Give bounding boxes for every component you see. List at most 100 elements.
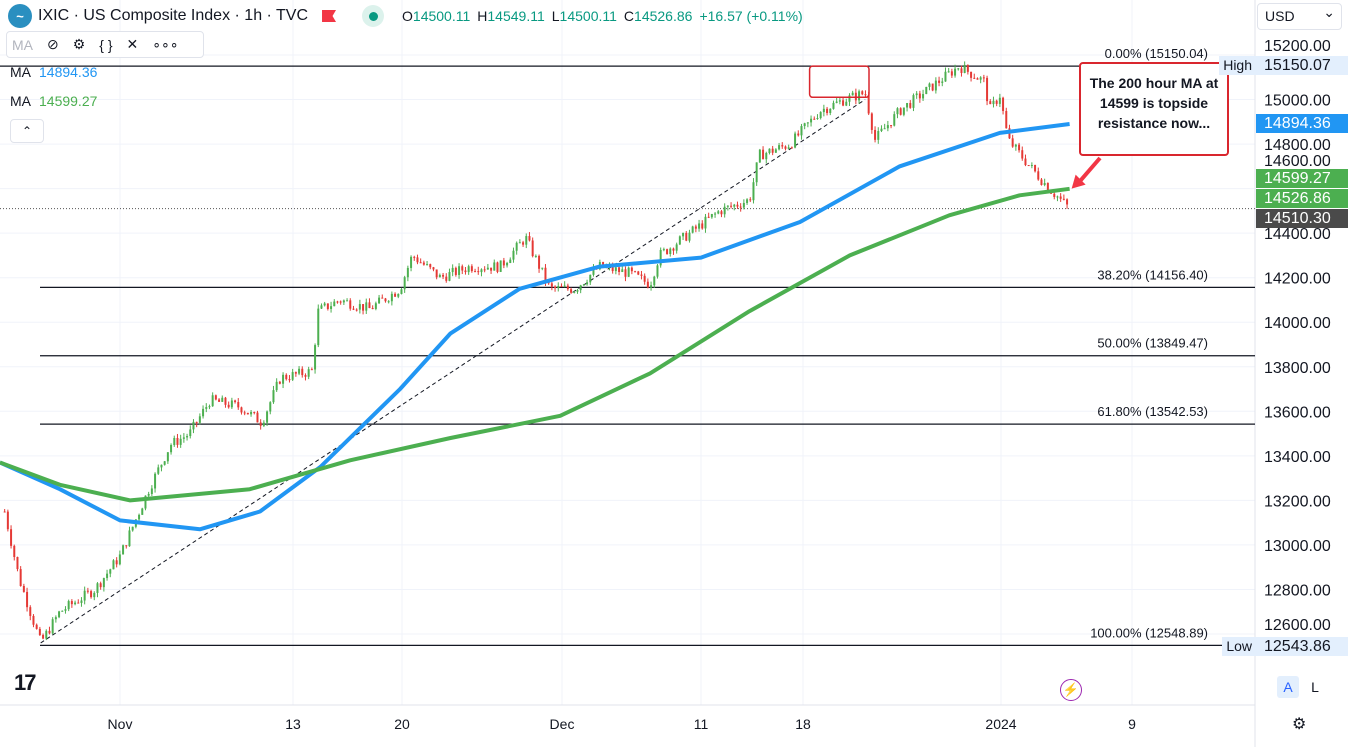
candle-body — [342, 300, 345, 303]
candle-body — [278, 381, 281, 384]
candle-body — [915, 93, 918, 96]
candle-body — [294, 372, 297, 374]
candle-body — [432, 267, 435, 270]
candle-body — [643, 275, 646, 282]
candle-body — [42, 634, 45, 639]
candle-body — [240, 407, 243, 413]
candle-body — [314, 345, 317, 370]
time-tick-label: 18 — [795, 716, 811, 732]
candle-body — [803, 123, 806, 127]
candle-body — [502, 260, 505, 266]
candle-body — [957, 68, 960, 70]
candle-body — [352, 308, 355, 310]
candle-body — [509, 259, 512, 263]
market-status-icon — [362, 5, 385, 27]
candle-body — [64, 609, 67, 611]
candle-body — [13, 545, 16, 557]
candle-body — [1002, 97, 1005, 112]
candle-body — [944, 71, 947, 82]
candle-body — [816, 118, 819, 120]
price-tick-label: 14800.00 — [1264, 137, 1331, 154]
candle-body — [16, 556, 19, 570]
candle-body — [906, 103, 909, 108]
candle-body — [1043, 183, 1046, 185]
candle-body — [355, 309, 358, 311]
symbol-title[interactable]: IXIC · US Composite Index · 1h · TVC — [38, 7, 309, 24]
candle-body — [557, 286, 560, 289]
candle-body — [621, 269, 624, 273]
candle-body — [394, 293, 397, 297]
lightning-icon[interactable]: ⚡ — [1060, 679, 1082, 701]
candle-body — [80, 600, 83, 603]
gear-icon[interactable]: ⚙ — [72, 36, 86, 52]
candle-body — [54, 617, 57, 620]
candle-body — [1018, 144, 1021, 151]
candle-body — [634, 271, 637, 273]
candle-body — [70, 601, 73, 605]
arrow-shaft — [1078, 156, 1102, 183]
candle-body — [925, 86, 928, 95]
candle-body — [1053, 193, 1056, 197]
candle-body — [461, 266, 464, 271]
legend-ma200[interactable]: MA 14599.27 — [10, 93, 98, 109]
candle-body — [918, 93, 921, 99]
price-tag-label: Low — [1222, 637, 1256, 656]
candle-body — [666, 249, 669, 254]
candle-body — [112, 560, 115, 570]
candle-body — [582, 284, 585, 286]
candle-body — [1030, 164, 1033, 166]
candle-body — [771, 148, 774, 153]
candle-body — [970, 71, 973, 78]
price-tag: 14526.86 — [1256, 189, 1348, 208]
candle-body — [995, 100, 998, 104]
candle-body — [138, 514, 141, 520]
price-tick-label: 13800.00 — [1264, 360, 1331, 377]
candle-body — [579, 285, 582, 291]
candle-body — [118, 554, 121, 565]
close-icon[interactable]: ✕ — [126, 36, 139, 52]
log-scale-button[interactable]: L — [1311, 679, 1319, 695]
collapse-legend-button[interactable]: ⌃ — [10, 119, 44, 143]
fib-level-label: 0.00% (15150.04) — [1105, 46, 1208, 61]
candle-body — [829, 108, 832, 113]
settings-gear-icon[interactable]: ⚙ — [1292, 716, 1307, 733]
candle-body — [810, 118, 813, 123]
candle-body — [438, 274, 441, 278]
candle-body — [589, 274, 592, 283]
candle-body — [467, 266, 470, 273]
price-tick-label: 13000.00 — [1264, 538, 1331, 555]
candle-body — [186, 436, 189, 438]
legend-ma100[interactable]: MA 14894.36 — [10, 64, 98, 80]
candle-body — [416, 257, 419, 263]
candle-body — [371, 308, 374, 310]
candle-body — [22, 585, 25, 592]
candle-body — [1011, 138, 1014, 147]
candle-body — [147, 493, 150, 496]
candle-body — [774, 149, 777, 153]
eye-off-icon[interactable]: ⊘ — [47, 36, 59, 52]
candle-body — [58, 611, 61, 618]
candle-body — [413, 256, 416, 258]
candle-body — [480, 269, 483, 273]
candle-body — [826, 108, 829, 113]
candle-body — [250, 412, 253, 415]
candle-body — [986, 77, 989, 102]
more-icon[interactable]: ∘∘∘ — [152, 36, 179, 52]
candle-body — [813, 118, 816, 120]
candle-body — [122, 545, 125, 555]
currency-select[interactable]: USD — [1257, 0, 1342, 30]
annotation-callout[interactable]: The 200 hour MA at 14599 is topside resi… — [1079, 62, 1229, 156]
candle-body — [198, 416, 201, 423]
braces-icon[interactable]: { } — [99, 36, 113, 53]
candle-body — [464, 270, 467, 273]
candle-body — [646, 281, 649, 288]
candle-body — [662, 249, 665, 251]
time-tick-label: Dec — [549, 716, 575, 732]
flag-icon[interactable] — [322, 10, 337, 22]
auto-scale-button[interactable]: A — [1277, 676, 1299, 698]
candle-body — [960, 68, 963, 73]
candle-body — [115, 560, 118, 565]
price-tick-label: 12800.00 — [1264, 582, 1331, 599]
tradingview-logo[interactable]: 17 — [14, 670, 37, 695]
